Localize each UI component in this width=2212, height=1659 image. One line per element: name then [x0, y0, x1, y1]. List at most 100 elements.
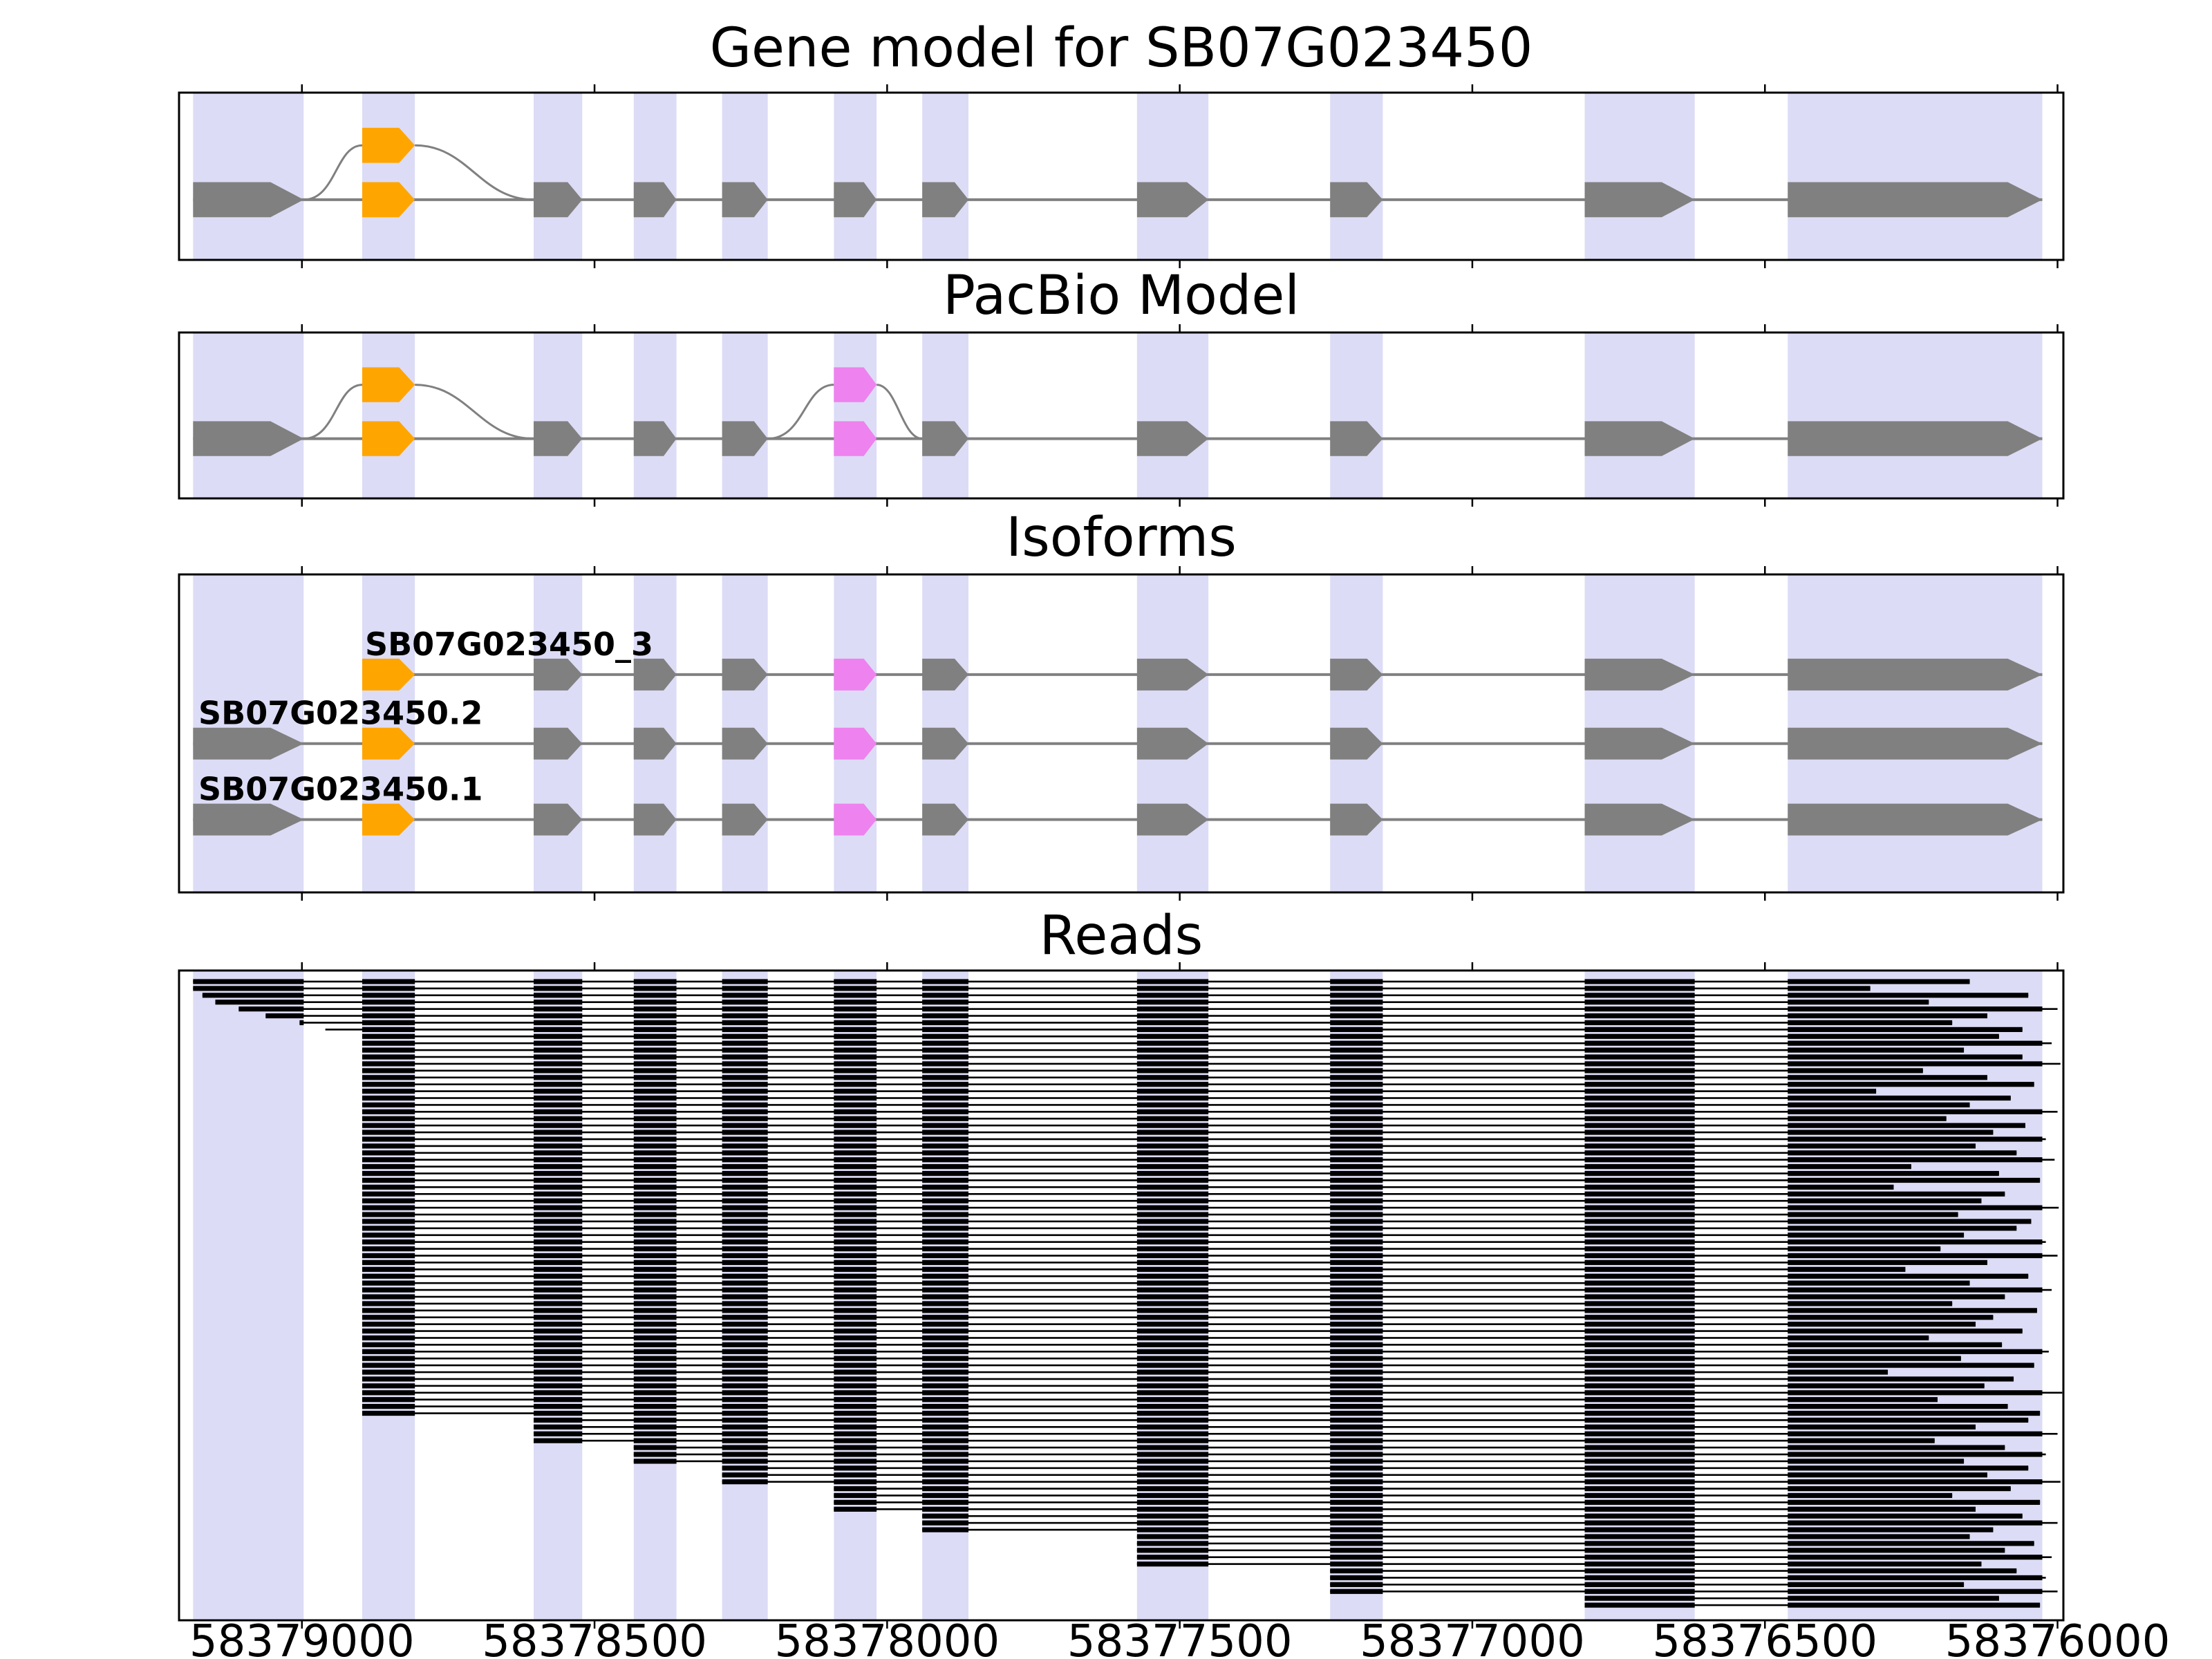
exon-E1: [193, 803, 304, 836]
read-row: [362, 1164, 1911, 1170]
exon-band: [1330, 93, 1383, 260]
read-row: [362, 1047, 1965, 1053]
exon-E2: [362, 658, 415, 691]
exon-E7: [922, 658, 969, 691]
exon-band: [922, 332, 969, 498]
isoform-label: SB07G023450.2: [198, 695, 482, 732]
read-row: [1330, 1568, 2017, 1574]
read-row: [633, 1452, 2046, 1457]
panel-isoforms: SB07G023450_3 SB07G023450.2 SB07G023450.1: [178, 566, 2065, 901]
read-row: [362, 1301, 1953, 1306]
panel-background: [179, 574, 2063, 892]
read-row: [362, 1397, 1938, 1403]
exon-E4: [633, 803, 677, 836]
read-row: [362, 1410, 2041, 1416]
splice-curve: [876, 384, 923, 440]
read-row: [362, 1294, 2005, 1300]
exon-band: [1136, 93, 1209, 260]
read-row: [362, 1061, 2061, 1067]
exon-band: [1584, 332, 1695, 498]
read-row: [362, 1239, 2046, 1245]
exon-E10: [1584, 658, 1695, 691]
read-row: [922, 1513, 2023, 1519]
exon-E11: [1788, 182, 2043, 218]
read-row: [362, 1253, 2058, 1259]
exon-E8: [1136, 182, 1209, 218]
panel-border: [178, 573, 2065, 894]
read-row: [834, 1499, 2041, 1505]
read-row: [362, 1383, 1985, 1389]
exon-band: [1788, 332, 2043, 498]
exon-E3: [534, 803, 583, 836]
read-row: [362, 1040, 2052, 1046]
alt-spliced-exon-E2: [362, 367, 415, 402]
exon-E3: [534, 658, 583, 691]
exon-E5: [722, 182, 768, 218]
exon-E4: [633, 727, 677, 760]
read-row: [362, 1075, 1987, 1080]
read-row: [362, 1335, 1929, 1341]
read-row: [362, 1212, 1958, 1217]
exon-band: [1136, 332, 1209, 498]
read-row: [362, 1287, 2052, 1293]
read-row: [362, 1157, 2055, 1163]
x-tick-label: 58379000: [189, 1616, 415, 1659]
exon-E10: [1584, 727, 1695, 760]
splice-curve: [415, 384, 534, 440]
splice-curve: [303, 144, 363, 201]
exon-band: [722, 332, 768, 498]
panel-pacbio-model: [178, 324, 2065, 507]
read-row: [362, 1205, 2059, 1210]
read-row: [362, 1362, 2034, 1368]
read-row: [362, 1349, 2049, 1354]
read-row: [362, 1054, 2023, 1060]
panel-reads: [178, 962, 2065, 1629]
read-row: [834, 1485, 2011, 1492]
read-row: [362, 1068, 1923, 1074]
read-row: [1136, 1562, 1982, 1567]
exon-E7: [922, 727, 969, 760]
exon-E10: [1584, 182, 1695, 218]
read-row: [534, 1417, 2029, 1423]
exon-band: [922, 93, 969, 260]
read-row: [362, 1191, 2005, 1197]
exon-band: [534, 93, 583, 260]
read-row: [1136, 1555, 2052, 1560]
read-row: [362, 1280, 1970, 1286]
read-row: [362, 1130, 1994, 1135]
read-row: [362, 1273, 2029, 1279]
exon-E11: [1788, 658, 2043, 691]
read-row: [1136, 1548, 2005, 1553]
splice-curve: [767, 384, 834, 440]
exon-band: [633, 332, 677, 498]
exon-E4: [633, 421, 677, 456]
read-row: [722, 1479, 2061, 1485]
read-row: [922, 1520, 2058, 1526]
read-row: [202, 993, 2029, 998]
exon-band: [362, 93, 415, 260]
read-row: [362, 1089, 1877, 1094]
exon-E6: [834, 421, 877, 456]
splice-curve: [415, 144, 534, 201]
read-row: [193, 979, 1970, 984]
x-tick-label: 58377000: [1360, 1616, 1585, 1659]
exon-E2: [362, 182, 415, 218]
read-row: [362, 1082, 2034, 1087]
panel-title-pacbio: PacBio Model: [942, 265, 1300, 327]
exon-E9: [1330, 182, 1383, 218]
panel-title-reads: Reads: [1039, 905, 1203, 967]
exon-E4: [633, 182, 677, 218]
read-row: [834, 1506, 1976, 1512]
read-row: [362, 1109, 2058, 1114]
exon-band: [722, 93, 768, 260]
exon-E6: [834, 803, 877, 836]
exon-E8: [1136, 421, 1209, 456]
read-row: [362, 1170, 1999, 1177]
x-tick-label: 58378000: [774, 1616, 1000, 1659]
exon-E6: [834, 182, 877, 218]
exon-E11: [1788, 727, 2043, 760]
exon-E1: [193, 421, 304, 456]
panel-title-isoforms: Isoforms: [1006, 507, 1237, 569]
exon-E6: [834, 727, 877, 760]
read-row: [362, 1136, 2046, 1142]
